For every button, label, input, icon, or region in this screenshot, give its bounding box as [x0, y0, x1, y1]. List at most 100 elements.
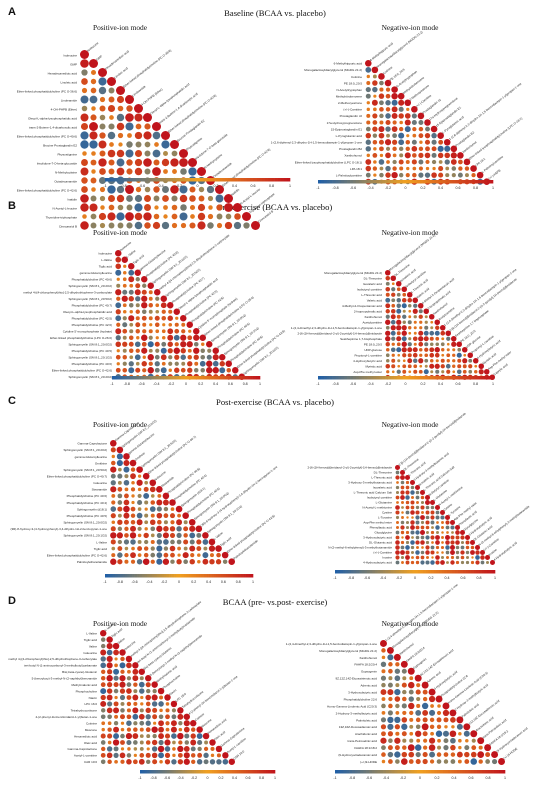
colorbar-segment — [259, 770, 262, 774]
correlation-cell — [441, 536, 444, 539]
correlation-cell — [186, 341, 193, 348]
colorbar-segment — [182, 178, 186, 182]
colorbar-segment — [405, 180, 409, 184]
correlation-cell — [401, 506, 404, 509]
correlation-cell — [425, 505, 430, 510]
row-label: FAHFA 18:2/20:4 — [354, 663, 377, 667]
correlation-cell — [125, 95, 134, 104]
correlation-cell — [112, 739, 120, 746]
correlation-cell — [476, 171, 484, 179]
correlation-cell — [162, 195, 169, 202]
correlation-cell — [418, 341, 424, 347]
correlation-cell — [422, 717, 428, 723]
correlation-cell — [372, 166, 378, 171]
row-label: Isobutyryl carnitine — [367, 496, 392, 500]
correlation-cell — [222, 559, 228, 564]
correlation-cell — [405, 480, 410, 485]
correlation-cell — [138, 758, 145, 765]
correlation-cell — [394, 751, 401, 758]
correlation-cell — [115, 289, 122, 296]
colorbar-segment — [338, 376, 342, 380]
correlation-cell — [168, 322, 173, 327]
correlation-cell — [372, 153, 378, 158]
correlation-cell — [485, 759, 490, 764]
colorbar-segment — [409, 570, 413, 574]
correlation-cell — [406, 134, 410, 138]
correlation-cell — [422, 731, 428, 737]
colorbar-segment — [462, 770, 466, 774]
correlation-cell — [418, 336, 424, 342]
colorbar-segment — [404, 570, 408, 574]
correlation-cell — [135, 322, 141, 328]
colorbar-segment — [446, 376, 450, 380]
correlation-cell — [401, 330, 407, 336]
correlation-cell — [139, 753, 145, 758]
colorbar-segment — [213, 574, 217, 578]
correlation-cell — [429, 724, 435, 730]
correlation-cell — [463, 730, 470, 737]
diagonal-label: L-Valine — [213, 531, 224, 541]
correlation-cell — [440, 515, 445, 520]
correlation-cell — [396, 314, 401, 319]
correlation-cell — [125, 655, 133, 663]
colorbar-segment — [149, 376, 152, 380]
colorbar-tick: -1 — [110, 382, 113, 386]
colorbar-segment — [383, 570, 386, 574]
colorbar-tick: -1 — [138, 776, 141, 780]
correlation-cell — [396, 369, 401, 374]
row-label: Tiglic acid — [94, 547, 108, 551]
colorbar-segment — [431, 570, 434, 574]
correlation-cell — [154, 205, 159, 210]
correlation-cell — [116, 95, 125, 104]
correlation-cell — [128, 269, 135, 276]
correlation-cell — [107, 131, 116, 140]
correlation-cell — [379, 80, 384, 86]
correlation-cell — [391, 92, 398, 100]
correlation-cell — [142, 329, 147, 334]
correlation-cell — [394, 724, 400, 730]
row-label: Brucine Prostaglandin E2 — [43, 143, 77, 147]
colorbar-segment — [154, 178, 158, 182]
correlation-cell — [215, 185, 224, 194]
correlation-cell — [146, 747, 150, 751]
colorbar-segment — [232, 770, 235, 774]
correlation-cell — [452, 364, 456, 368]
correlation-cell — [233, 221, 242, 230]
colorbar-segment — [482, 770, 486, 774]
correlation-cell — [128, 296, 134, 302]
colorbar-segment — [428, 570, 432, 574]
colorbar-segment — [448, 770, 452, 774]
colorbar-segment — [201, 574, 204, 578]
correlation-cell — [405, 530, 410, 535]
correlation-cell — [147, 367, 154, 374]
correlation-cell — [168, 355, 173, 360]
correlation-cell — [187, 335, 193, 341]
colorbar-segment — [225, 574, 229, 578]
correlation-cell — [164, 733, 171, 739]
correlation-cell — [142, 355, 146, 359]
correlation-cell — [100, 759, 106, 765]
colorbar-tick: 0.8 — [243, 382, 248, 386]
colorbar-segment — [363, 770, 367, 774]
correlation-cell — [410, 525, 415, 530]
row-label: 5-(benzyloxy)-3-methyl-N-(2-naphthyl)ben… — [32, 677, 98, 681]
correlation-cell — [396, 481, 399, 484]
colorbar-segment — [194, 178, 198, 182]
colorbar-segment — [234, 178, 238, 182]
correlation-cell — [387, 731, 394, 737]
correlation-cell — [123, 459, 130, 467]
diagonal-label: Ether-linked lysophosphatidylcholine (LP… — [468, 116, 523, 161]
correlation-cell — [396, 501, 399, 504]
correlation-cell — [379, 120, 384, 125]
row-label: Phosphatidylcholine (PC 40:6) — [67, 494, 107, 498]
correlation-cell — [450, 145, 458, 153]
correlation-cell — [148, 309, 153, 314]
correlation-cell — [436, 717, 442, 723]
correlation-cell — [395, 495, 400, 500]
correlation-cell — [398, 146, 404, 152]
correlation-cell — [132, 759, 138, 765]
correlation-cell — [140, 702, 144, 706]
correlation-cell — [446, 359, 450, 363]
correlation-cell — [423, 738, 428, 743]
correlation-cell — [405, 520, 410, 525]
